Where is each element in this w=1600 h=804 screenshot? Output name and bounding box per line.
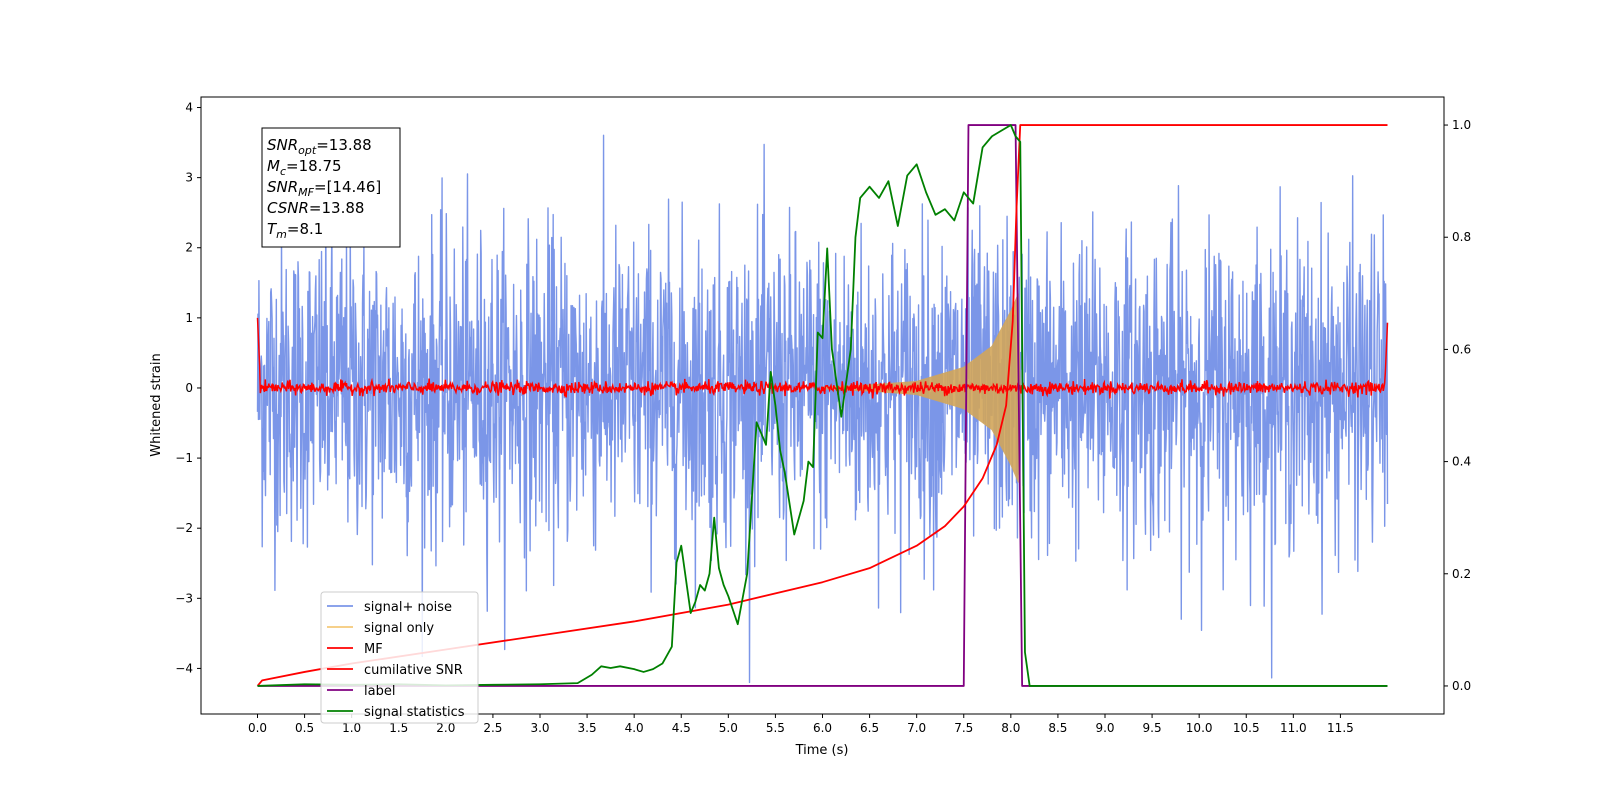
x-tick-label: 7.5 [954,721,973,735]
x-tick-label: 4.5 [672,721,691,735]
x-tick-label: 8.0 [1001,721,1020,735]
x-tick-label: 6.0 [813,721,832,735]
y-axis-right: 0.0 0.2 0.4 0.6 0.8 1.0 [1444,118,1471,693]
x-tick-label: 0.0 [248,721,267,735]
x-tick-label: 1.5 [389,721,408,735]
y-tick-label: −3 [175,591,193,605]
signal-noise-line [256,134,1389,684]
y-tick-label: 1 [185,311,193,325]
y-axis-left: −4 −3 −2 −1 0 1 2 3 4 [175,101,201,675]
legend-label: signal statistics [364,705,465,720]
annotation-line: Tm=8.1 [267,220,323,241]
y-tick-label: −1 [175,451,193,465]
y-tick-label: 0 [185,381,193,395]
x-tick-label: 6.5 [860,721,879,735]
stats-annotation-box: SNRopt=13.88Mc=18.75SNRMF=[14.46]CSNR=13… [261,127,401,248]
x-tick-label: 11.5 [1327,721,1354,735]
legend-label: label [364,684,395,699]
y-tick-label: 3 [185,171,193,185]
y2-tick-label: 0.4 [1452,455,1471,469]
legend-label: cumilative SNR [364,663,463,678]
x-tick-label: 9.5 [1143,721,1162,735]
x-tick-label: 10.5 [1233,721,1260,735]
y-tick-label: 2 [185,241,193,255]
x-tick-label: 2.0 [436,721,455,735]
signal-statistics-line [257,124,1388,687]
x-tick-label: 9.0 [1095,721,1114,735]
y2-tick-label: 0.8 [1452,230,1471,244]
annotation-frame [261,127,401,248]
legend-label: signal+ noise [364,600,452,615]
y-axis-label: Whitened strain [149,353,164,456]
x-tick-label: 11.0 [1280,721,1307,735]
x-tick-label: 0.5 [295,721,314,735]
legend-frame [320,591,479,724]
y2-tick-label: 1.0 [1452,118,1471,132]
x-axis-label: Time (s) [795,743,849,758]
x-tick-label: 10.0 [1186,721,1213,735]
x-tick-label: 4.0 [625,721,644,735]
legend-label: MF [364,642,383,657]
legend-label: signal only [364,621,434,636]
x-tick-label: 3.5 [578,721,597,735]
y-tick-label: −2 [175,521,193,535]
x-tick-label: 5.5 [766,721,785,735]
x-tick-label: 3.0 [530,721,549,735]
x-tick-label: 5.0 [719,721,738,735]
annotation-line: CSNR=13.88 [267,199,364,217]
y2-tick-label: 0.2 [1452,567,1471,581]
mf-line [256,317,1389,399]
x-tick-label: 1.0 [342,721,361,735]
x-tick-label: 8.5 [1048,721,1067,735]
annotation-line: SNRopt=13.88 [267,136,372,157]
y2-tick-label: 0.0 [1452,679,1471,693]
y2-tick-label: 0.6 [1452,342,1471,356]
annotation-line: SNRMF=[14.46] [267,178,381,199]
annotation-line: Mc=18.75 [267,157,342,178]
y-tick-label: −4 [175,661,193,675]
legend: signal+ noise signal only MF cumilative SNR… [320,591,479,724]
x-axis: 0.0 0.5 1.0 1.5 2.0 2.5 3.0 3.5 4.0 4.5 5.0 5.5 6.0 6… [248,714,1354,735]
x-tick-label: 7.0 [907,721,926,735]
x-tick-label: 2.5 [483,721,502,735]
y-tick-label: 4 [185,101,193,115]
